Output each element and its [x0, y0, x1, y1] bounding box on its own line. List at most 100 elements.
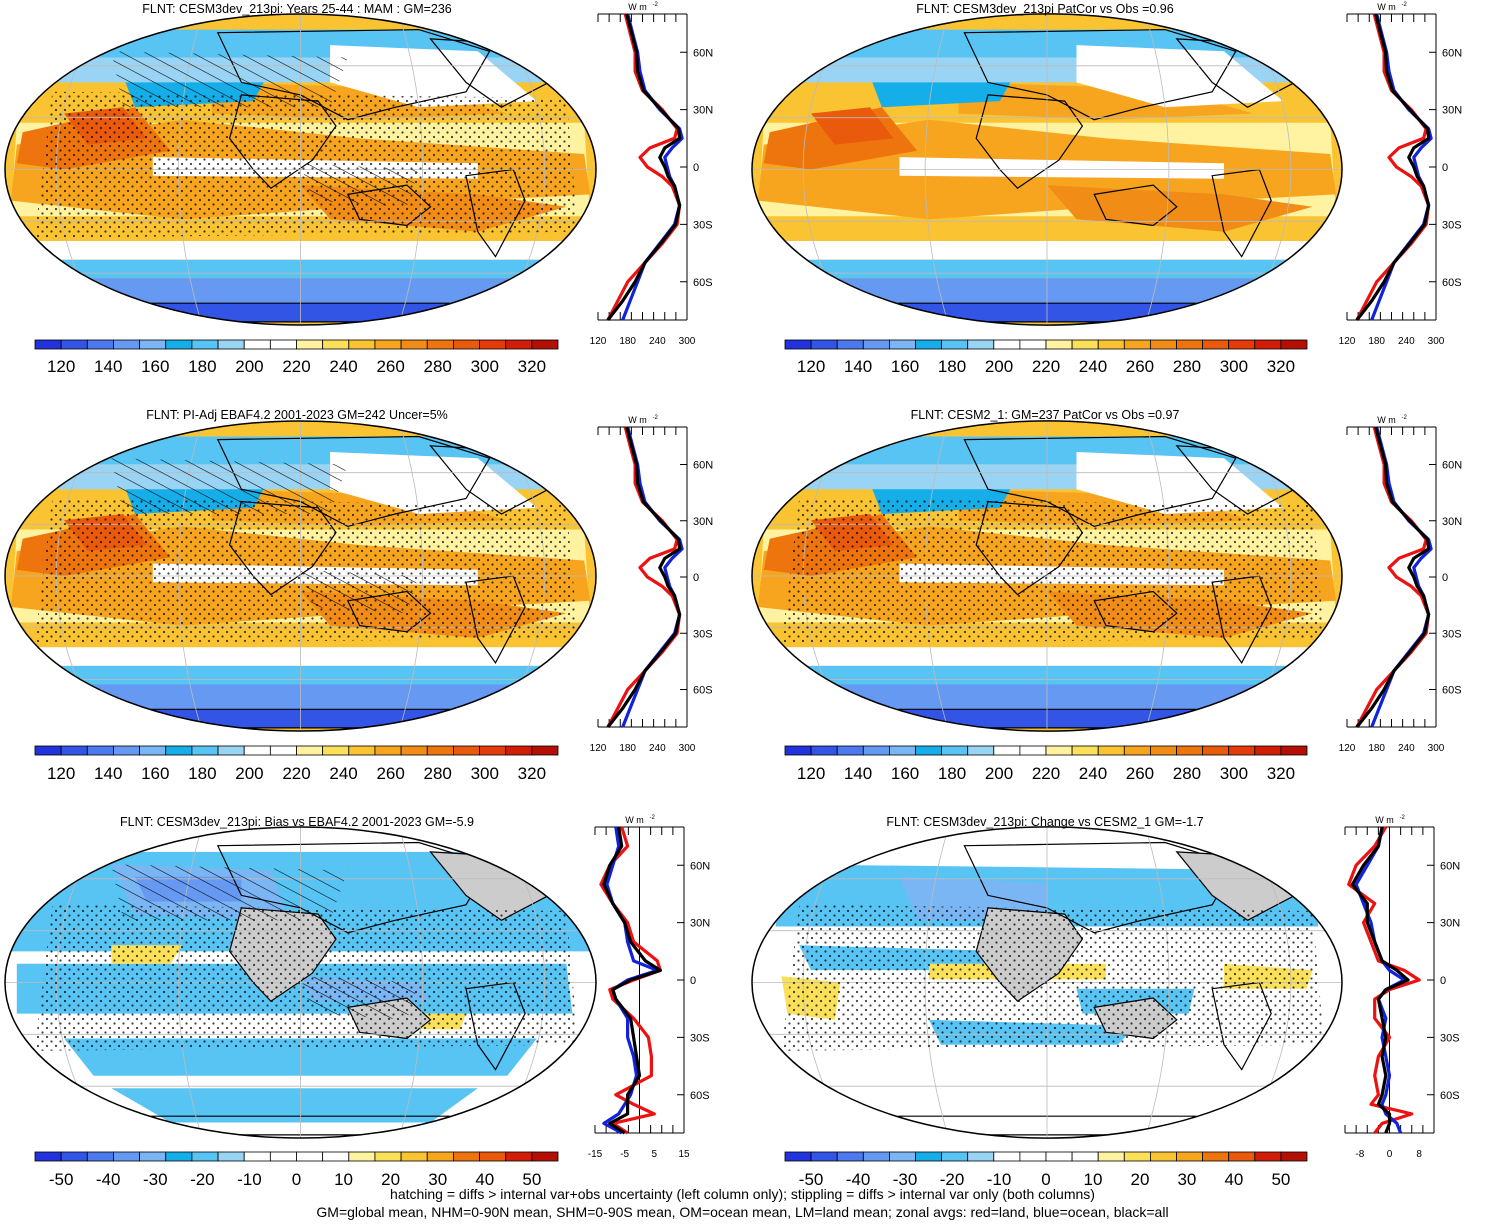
colorbar-box-p4-3 [862, 745, 890, 756]
colorbar-box-p5-5 [165, 1151, 193, 1162]
colorbar-label-p1-9: 300 [471, 357, 499, 376]
map-p1 [4, 13, 597, 326]
colorbar-box-p4-12 [1097, 745, 1125, 756]
colorbar-box-p1-2 [86, 339, 114, 350]
colorbar-box-p2-18 [1254, 339, 1282, 350]
colorbar-box-p6-1 [810, 1151, 838, 1162]
colorbar-label-p4-1: 140 [844, 764, 872, 783]
colorbar-box-p5-14 [400, 1151, 428, 1162]
zonal-xtick-label-3: 15 [678, 1149, 690, 1160]
colorbar-p2: 120 140 160 180 200 220 240 260 280 300 320 [784, 339, 1308, 376]
colorbar-box-p3-11 [322, 745, 350, 756]
colorbar-label-p6-3: -20 [940, 1170, 965, 1189]
zonal-units-label: W m [1375, 815, 1394, 825]
zonal-xtick-label-3: 300 [1428, 743, 1445, 754]
colorbar-box-p1-12 [348, 339, 376, 350]
zonal-lat-label-0: 60N [693, 47, 713, 59]
colorbar-box-p4-16 [1202, 745, 1230, 756]
map-title-p6: FLNT: CESM3dev_213pi: Change vs CESM2_1 … [886, 815, 1203, 829]
colorbar-label-p4-8: 280 [1173, 764, 1201, 783]
colorbar-box-p5-8 [243, 1151, 271, 1162]
coastline-p2-2 [1093, 184, 1178, 227]
colorbar-box-p1-10 [296, 339, 324, 350]
zonal-xtick-label-2: 240 [649, 743, 666, 754]
colorbar-box-p3-15 [426, 745, 454, 756]
colorbar-box-p1-13 [374, 339, 402, 350]
colorbar-box-p4-13 [1123, 745, 1151, 756]
colorbar-box-p6-15 [1176, 1151, 1204, 1162]
colorbar-box-p4-11 [1071, 745, 1099, 756]
colorbar-box-p6-17 [1228, 1151, 1256, 1162]
colorbar-box-p5-1 [60, 1151, 88, 1162]
colorbar-box-p2-3 [862, 339, 890, 350]
zonal-lat-label-0: 60N [693, 460, 713, 472]
colorbar-label-p2-9: 300 [1220, 357, 1248, 376]
colorbar-box-p3-16 [452, 745, 480, 756]
colorbar-box-p3-18 [505, 745, 533, 756]
hatching-p1-a [111, 51, 348, 108]
colorbar-box-p4-6 [941, 745, 969, 756]
colorbar-label-p3-0: 120 [47, 764, 75, 783]
colorbar-box-p5-9 [269, 1151, 297, 1162]
colorbar-label-p3-1: 140 [94, 764, 122, 783]
zonal-lat-label-0: 60N [1442, 460, 1462, 472]
colorbar-box-p1-4 [139, 339, 167, 350]
zonal-units-label: W m [628, 2, 647, 12]
colorbar-box-p6-14 [1150, 1151, 1177, 1162]
map-title-p1: FLNT: CESM3dev_213pi: Years 25-44 : MAM … [142, 2, 452, 16]
zonal-lat-label-3: 30S [690, 1032, 710, 1044]
stippling-p6 [781, 904, 1325, 1051]
footer-line-means: GM=global mean, NHM=0-90N mean, SHM=0-90… [316, 1204, 1169, 1220]
zonal-lat-label-4: 60S [693, 685, 713, 697]
colorbar-box-p4-19 [1280, 745, 1308, 756]
colorbar-label-p1-3: 180 [188, 357, 216, 376]
colorbar-box-p6-16 [1202, 1151, 1230, 1162]
colorbar-box-p6-7 [967, 1151, 995, 1162]
zonal-line-all-p4 [1355, 426, 1431, 728]
zonal-plot-p2: W m -2 60N 30N 0 30S 60S 120 180 240 300 [1339, 2, 1463, 347]
colorbar-box-p3-0 [34, 745, 62, 756]
map-p6 [751, 826, 1343, 1139]
colorbar-label-p3-6: 240 [329, 764, 357, 783]
colorbar-label-p1-0: 120 [47, 357, 75, 376]
colorbar-box-p4-5 [915, 745, 943, 756]
zonal-xtick-label-1: 180 [619, 743, 636, 754]
colorbar-box-p1-5 [165, 339, 193, 350]
zonal-lat-label-0: 60N [1440, 860, 1460, 872]
colorbar-box-p3-7 [217, 745, 245, 756]
zonal-lat-label-2: 0 [690, 975, 696, 987]
map-outline-p1 [4, 13, 597, 326]
zonal-lat-label-4: 60S [1442, 685, 1462, 697]
zonal-lat-label-3: 30S [1442, 219, 1462, 231]
colorbar-label-p5-0: -50 [49, 1170, 74, 1189]
colorbar-box-p4-15 [1176, 745, 1204, 756]
colorbar-label-p3-2: 160 [141, 764, 169, 783]
map-field-region-p3-14 [330, 452, 537, 514]
colorbar-label-p3-4: 200 [235, 764, 263, 783]
zonal-line-ocean-p3 [621, 426, 684, 728]
zonal-units-label: W m [625, 815, 644, 825]
zonal-plot-p1: W m -2 60N 30N 0 30S 60S 120 180 240 300 [590, 2, 714, 347]
zonal-units-exponent: -2 [653, 2, 659, 8]
colorbar-box-p5-10 [296, 1151, 324, 1162]
zonal-xtick-label-2: 240 [649, 336, 666, 347]
zonal-lat-label-4: 60S [693, 277, 713, 289]
colorbar-label-p2-5: 220 [1032, 357, 1060, 376]
colorbar-box-p6-0 [784, 1151, 812, 1162]
colorbar-box-p2-4 [889, 339, 916, 350]
colorbar-label-p5-10: 50 [522, 1170, 541, 1189]
colorbar-box-p2-6 [941, 339, 969, 350]
colorbar-box-p1-15 [426, 339, 454, 350]
colorbar-box-p1-1 [60, 339, 88, 350]
zonal-line-all-p3 [606, 426, 682, 728]
zonal-lat-label-1: 30N [693, 516, 713, 528]
zonal-line-all-p6 [1350, 826, 1410, 1134]
zonal-xtick-label-3: 300 [1428, 336, 1445, 347]
colorbar-box-p1-6 [191, 339, 219, 350]
colorbar-box-p2-2 [836, 339, 864, 350]
colorbar-label-p6-2: -30 [893, 1170, 918, 1189]
colorbar-box-p4-0 [784, 745, 812, 756]
colorbar-label-p6-0: -50 [799, 1170, 824, 1189]
zonal-xtick-label-0: 120 [590, 743, 607, 754]
zonal-units-exponent: -2 [650, 815, 656, 821]
